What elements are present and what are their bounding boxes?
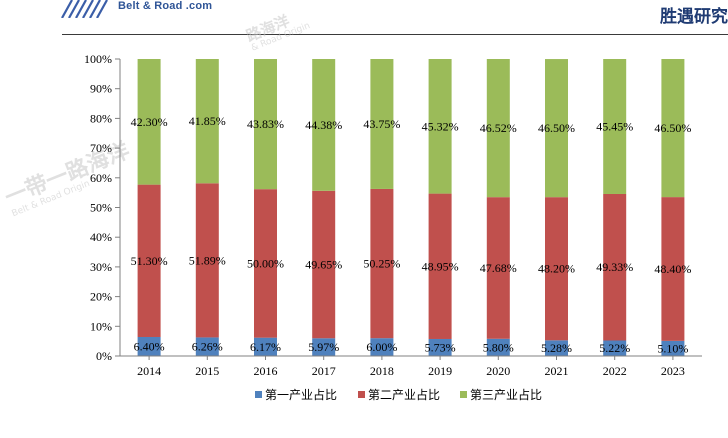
x-tick-label: 2018 [370,364,394,378]
y-tick-label: 60% [90,171,112,185]
bar-segment [545,340,568,356]
x-tick-label: 2019 [428,364,452,378]
data-label: 6.40% [134,339,165,353]
data-label: 5.80% [483,340,514,354]
data-label: 46.50% [538,121,575,135]
data-label: 45.45% [596,119,633,133]
y-tick-label: 100% [84,52,112,66]
brand-title: 胜遇研究 [660,7,728,27]
legend-label: 第二产业占比 [368,387,440,402]
page-header: Belt & Road .com 胜遇研究 [0,0,728,36]
bar-segment [312,59,336,191]
data-label: 48.95% [422,259,459,273]
data-label: 43.83% [247,117,284,131]
bar-segment [254,189,277,338]
x-tick-label: 2023 [661,364,685,378]
bar-segment [370,59,394,189]
data-label: 6.26% [192,340,223,354]
bar-segment [312,338,336,356]
bar-segment [254,59,277,190]
bar-segment [312,190,336,339]
data-label: 5.73% [425,340,456,354]
bar-segment [661,197,685,341]
y-tick-label: 30% [90,260,112,274]
data-label: 49.65% [305,258,342,272]
legend-swatch [460,391,467,398]
y-tick-label: 90% [90,82,112,96]
bar-segment [428,59,452,194]
data-label: 50.25% [363,257,400,271]
x-tick-label: 2021 [545,364,569,378]
data-label: 5.28% [541,341,572,355]
bar-segment [137,336,161,356]
legend-swatch [255,391,262,398]
data-label: 6.00% [366,340,397,354]
bar-segment [545,197,568,341]
bar-segment [661,340,685,356]
bar-segment [428,338,452,356]
data-label: 41.85% [189,114,226,128]
data-label: 6.17% [250,340,281,354]
bar-segment [661,59,685,198]
y-tick-label: 80% [90,111,112,125]
y-tick-label: 10% [90,319,112,333]
bar-segment [137,184,161,337]
y-tick-label: 0% [96,349,112,363]
bar-segment [195,337,219,356]
bar-segment [195,183,219,338]
header-divider [62,34,728,35]
bar-segment [545,59,568,198]
belt-road-logo-icon [61,0,108,18]
bar-segment [603,340,627,356]
bar-segment [486,338,510,356]
bar-segment [370,188,394,339]
data-label: 51.89% [189,253,226,267]
data-label: 43.75% [363,117,400,131]
bar-segment [195,59,219,184]
data-label: 5.10% [657,341,688,355]
data-label: 47.68% [480,261,517,275]
data-label: 42.30% [131,115,168,129]
data-label: 46.52% [480,121,517,135]
logo-text: Belt & Road .com [118,0,213,12]
y-tick-label: 50% [90,201,112,215]
data-label: 44.38% [305,118,342,132]
legend-label: 第三产业占比 [470,387,542,402]
data-label: 5.97% [308,340,339,354]
bar-segment [370,338,394,356]
bar-segment [254,337,277,356]
x-tick-label: 2016 [254,364,278,378]
data-label: 46.50% [654,121,691,135]
data-label: 48.40% [654,262,691,276]
bar-segment [486,197,510,339]
y-tick-label: 20% [90,290,112,304]
y-tick-label: 40% [90,230,112,244]
data-label: 48.20% [538,262,575,276]
x-tick-label: 2017 [312,364,336,378]
legend-label: 第一产业占比 [265,387,337,402]
data-label: 51.30% [131,254,168,268]
legend-swatch [358,391,365,398]
data-label: 49.33% [596,260,633,274]
x-tick-label: 2022 [603,364,627,378]
x-tick-label: 2014 [137,364,161,378]
data-label: 50.00% [247,256,284,270]
bar-segment [486,59,510,198]
x-tick-label: 2015 [195,364,219,378]
data-label: 45.32% [422,119,459,133]
data-label: 5.22% [599,341,630,355]
bar-segment [137,59,161,185]
bar-segment [603,193,627,341]
y-tick-label: 70% [90,141,112,155]
bar-segment [428,193,452,339]
x-tick-label: 2020 [486,364,510,378]
bar-segment [603,59,627,194]
